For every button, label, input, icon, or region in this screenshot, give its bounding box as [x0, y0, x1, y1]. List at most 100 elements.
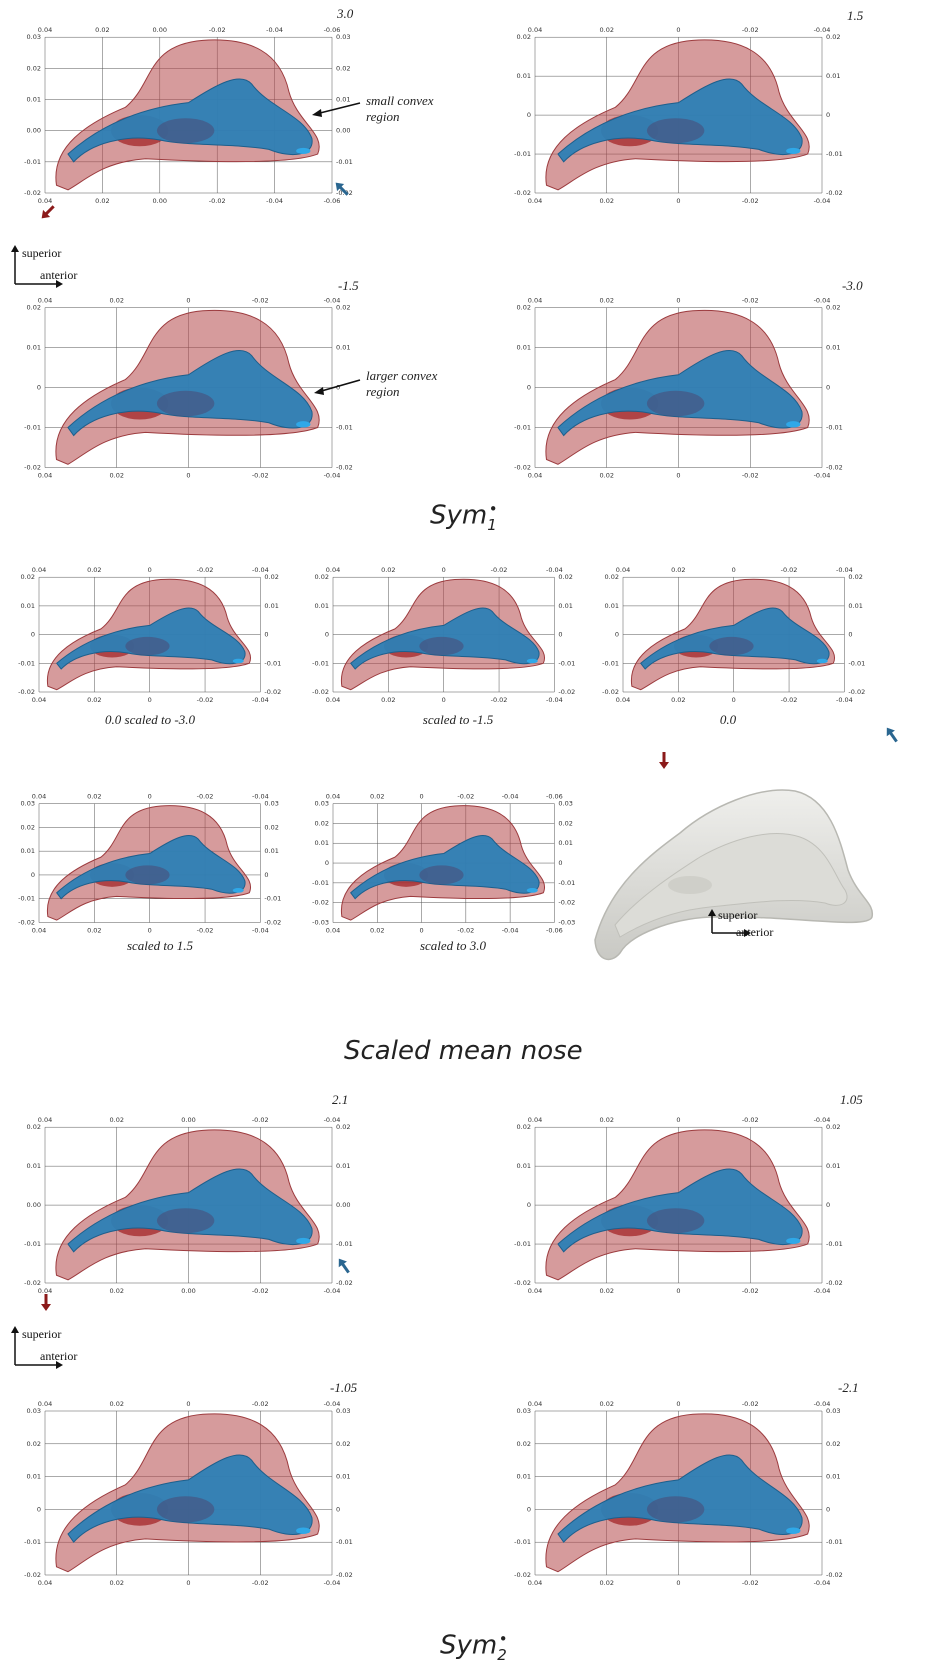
y-tick-label-left: 0.03	[517, 1407, 531, 1415]
x-tick-label-top: -0.02	[781, 566, 798, 574]
x-tick-label-top: -0.04	[502, 793, 519, 801]
x-tick-label-top: -0.04	[836, 566, 853, 574]
x-tick-label-top: 0	[676, 1116, 680, 1124]
y-tick-label-right: -0.02	[336, 1279, 353, 1287]
y-tick-label-right: 0.01	[826, 72, 840, 80]
section-sup: •	[488, 500, 498, 518]
y-tick-label-right: 0.01	[336, 96, 350, 104]
y-tick-label-right: 0.02	[826, 33, 840, 41]
x-tick-label-top: 0.04	[38, 1116, 52, 1124]
x-tick-label-top: 0.02	[600, 1400, 614, 1408]
x-tick-label-top: 0.04	[616, 566, 630, 574]
panel-value: 1.5	[847, 8, 864, 23]
anterior-label: anterior	[40, 268, 77, 282]
x-tick-label-bottom: -0.02	[252, 1579, 269, 1587]
y-tick-label-right: -0.02	[336, 464, 353, 472]
y-tick-label-left: -0.01	[514, 1240, 531, 1248]
inner-surface-overlap	[125, 636, 170, 656]
x-tick-label-bottom: 0.04	[616, 696, 630, 704]
right-arrow-icon	[56, 280, 63, 288]
x-tick-label-bottom: -0.02	[742, 197, 759, 205]
y-tick-label-right: 0	[264, 631, 268, 639]
anterior-label: anterior	[736, 925, 773, 939]
x-tick-label-bottom: 0.00	[181, 1287, 195, 1295]
y-tick-label-left: -0.01	[24, 158, 41, 166]
y-tick-label-left: 0.01	[517, 1162, 531, 1170]
x-tick-label-bottom: 0.02	[110, 472, 124, 480]
x-tick-label-top: 0	[676, 26, 680, 34]
panel-value: 1.05	[840, 1092, 863, 1107]
y-tick-label-left: -0.01	[514, 1538, 531, 1546]
x-tick-label-bottom: -0.04	[546, 696, 563, 704]
annotation-arrows	[312, 102, 361, 395]
x-tick-label-top: 0	[419, 793, 423, 801]
y-tick-label-right: -0.01	[826, 1240, 843, 1248]
y-tick-label-right: 0.02	[336, 304, 350, 312]
y-tick-label-left: 0	[527, 384, 531, 392]
x-tick-label-top: -0.04	[252, 793, 269, 801]
y-tick-label-right: -0.01	[826, 424, 843, 432]
x-tick-label-top: 0	[676, 1400, 680, 1408]
x-tick-label-bottom: 0.04	[32, 696, 46, 704]
x-tick-label-top: 0.04	[528, 297, 542, 305]
inner-surface-overlap	[156, 1208, 215, 1234]
x-tick-label-bottom: -0.06	[546, 927, 563, 935]
x-tick-label-top: -0.02	[252, 297, 269, 305]
panel-value: -2.1	[838, 1380, 859, 1395]
nostril-highlight	[786, 147, 801, 155]
panel-value: -3.0	[842, 278, 863, 293]
y-tick-label-left: 0.02	[27, 304, 41, 312]
nostril-highlight	[296, 421, 311, 428]
nostril-highlight	[786, 1237, 801, 1245]
nostril-highlight	[816, 658, 828, 664]
x-tick-label-top: -0.04	[814, 1116, 831, 1124]
y-tick-label-left: -0.02	[602, 688, 619, 696]
y-tick-label-left: -0.03	[312, 919, 329, 927]
y-tick-label-right: 0.01	[264, 847, 278, 855]
x-tick-label-top: 0.02	[671, 566, 685, 574]
panel-caption: 0.0	[719, 712, 737, 727]
y-tick-label-left: 0.00	[27, 127, 41, 135]
y-tick-label-right: 0.01	[336, 344, 350, 352]
y-tick-label-right: 0.01	[336, 1473, 350, 1481]
x-tick-label-top: 0.04	[38, 26, 52, 34]
y-tick-label-left: 0.01	[21, 847, 35, 855]
section-title-sym1: Sym1•	[430, 500, 498, 534]
x-tick-label-bottom: 0.02	[87, 927, 101, 935]
x-tick-label-top: 0	[676, 297, 680, 305]
x-tick-label-bottom: 0.02	[110, 1287, 124, 1295]
x-tick-label-top: 0.02	[110, 297, 124, 305]
y-tick-label-left: 0	[37, 1505, 41, 1513]
x-tick-label-bottom: 0.02	[110, 1579, 124, 1587]
inner-surface-overlap	[709, 636, 754, 656]
superior-label: superior	[718, 908, 757, 922]
x-tick-label-bottom: 0.04	[528, 1287, 542, 1295]
orientation-key: superior anterior	[11, 1326, 77, 1369]
x-tick-label-top: 0.02	[87, 566, 101, 574]
y-tick-label-left: 0.01	[315, 839, 329, 847]
y-tick-label-left: 0.02	[27, 64, 41, 72]
y-tick-label-right: 0	[264, 871, 268, 879]
blue-arrow-icon	[886, 727, 898, 743]
section-name: Sym	[440, 1630, 498, 1661]
y-tick-label-left: 0.02	[27, 1440, 41, 1448]
red-arrow-icon	[41, 1294, 51, 1311]
y-tick-label-left: 0	[37, 384, 41, 392]
y-tick-label-right: 0.03	[336, 1407, 350, 1415]
y-tick-label-left: 0	[527, 111, 531, 119]
y-tick-label-left: -0.02	[18, 919, 35, 927]
y-tick-label-right: -0.01	[264, 659, 281, 667]
y-tick-label-left: 0.02	[315, 819, 329, 827]
y-tick-label-right: 0.01	[848, 602, 862, 610]
x-tick-label-top: 0.04	[326, 566, 340, 574]
x-tick-label-bottom: -0.02	[252, 1287, 269, 1295]
y-tick-label-right: 0.03	[826, 1407, 840, 1415]
x-tick-label-top: 0.04	[326, 793, 340, 801]
y-tick-label-right: -0.02	[558, 688, 575, 696]
inner-surface-overlap	[646, 118, 705, 144]
y-tick-label-right: -0.01	[558, 879, 575, 887]
right-arrow-icon	[744, 929, 751, 937]
y-tick-label-right: -0.02	[558, 899, 575, 907]
y-tick-label-right: 0.01	[558, 602, 572, 610]
